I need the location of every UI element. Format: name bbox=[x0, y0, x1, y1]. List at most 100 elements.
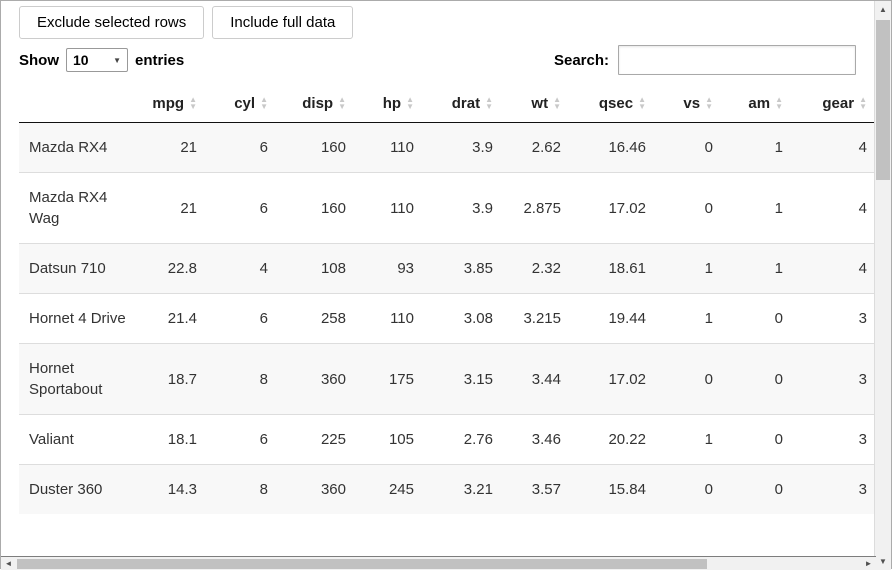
table-cell: 1 bbox=[723, 172, 793, 244]
table-cell: 1 bbox=[656, 293, 723, 344]
table-row[interactable]: Hornet 4 Drive 21.4 6 258 110 3.08 3.215 19.44 1… bbox=[19, 293, 876, 344]
column-header-gear[interactable]: gear ▲ ▼ bbox=[793, 85, 876, 123]
page-length-control: Show 10 ▼ entries bbox=[19, 48, 184, 72]
page-length-select[interactable]: 10 ▼ bbox=[66, 48, 128, 72]
column-header-qsec[interactable]: qsec ▲ ▼ bbox=[571, 85, 656, 123]
table-row[interactable]: Hornet Sportabout 18.7 8 360 175 3.15 3.44 17.0… bbox=[19, 343, 876, 415]
table-cell: 18.7 bbox=[139, 343, 207, 415]
search-control: Search: bbox=[554, 45, 856, 75]
horizontal-scrollbar-thumb[interactable] bbox=[17, 559, 707, 569]
button-toolbar: Exclude selected rows Include full data bbox=[19, 6, 876, 39]
exclude-selected-rows-button[interactable]: Exclude selected rows bbox=[19, 6, 205, 39]
column-header-cyl[interactable]: cyl ▲ ▼ bbox=[207, 85, 278, 123]
column-header-hp[interactable]: hp ▲ ▼ bbox=[356, 85, 424, 123]
row-name-cell: Mazda RX4 bbox=[19, 122, 139, 173]
table-cell: 6 bbox=[207, 172, 278, 244]
table-cell: 160 bbox=[278, 122, 356, 173]
table-cell: 3 bbox=[793, 464, 876, 514]
table-cell: 3.21 bbox=[424, 464, 503, 514]
table-cell: 160 bbox=[278, 172, 356, 244]
table-cell: 3.46 bbox=[503, 414, 571, 465]
table-cell: 6 bbox=[207, 293, 278, 344]
main-content: Exclude selected rows Include full data … bbox=[1, 1, 876, 556]
table-cell: 3.85 bbox=[424, 243, 503, 294]
table-cell: 20.22 bbox=[571, 414, 656, 465]
column-header-drat[interactable]: drat ▲ ▼ bbox=[424, 85, 503, 123]
table-cell: 3.9 bbox=[424, 122, 503, 173]
column-header-disp[interactable]: disp ▲ ▼ bbox=[278, 85, 356, 123]
column-label: am bbox=[748, 95, 771, 112]
table-cell: 6 bbox=[207, 122, 278, 173]
row-name-cell: Datsun 710 bbox=[19, 243, 139, 294]
column-label: mpg bbox=[152, 95, 185, 112]
vertical-scrollbar[interactable]: ▲ ▼ bbox=[874, 1, 891, 570]
row-name-cell: Mazda RX4 Wag bbox=[19, 172, 139, 244]
column-label: hp bbox=[382, 95, 402, 112]
table-cell: 0 bbox=[656, 122, 723, 173]
search-label: Search: bbox=[553, 51, 609, 69]
vertical-scrollbar-thumb[interactable] bbox=[876, 20, 890, 180]
sort-icon: ▲ ▼ bbox=[485, 94, 493, 111]
table-cell: 0 bbox=[723, 343, 793, 415]
table-cell: 3 bbox=[793, 343, 876, 415]
scroll-up-icon[interactable]: ▲ bbox=[879, 5, 887, 14]
table-cell: 4 bbox=[793, 172, 876, 244]
table-row[interactable]: Valiant 18.1 6 225 105 2.76 3.46 20.22 1 0 3 bbox=[19, 414, 876, 465]
sort-icon: ▲ ▼ bbox=[859, 94, 867, 111]
column-label: disp bbox=[302, 95, 334, 112]
sort-icon: ▲ ▼ bbox=[338, 94, 346, 111]
table-cell: 3 bbox=[793, 414, 876, 465]
table-cell: 3.44 bbox=[503, 343, 571, 415]
table-row[interactable]: Datsun 710 22.8 4 108 93 3.85 2.32 18.61 1 1 4 bbox=[19, 243, 876, 294]
table-cell: 16.46 bbox=[571, 122, 656, 173]
table-cell: 108 bbox=[278, 243, 356, 294]
show-label: Show bbox=[19, 51, 59, 69]
column-label: cyl bbox=[234, 95, 256, 112]
column-label: vs bbox=[683, 95, 701, 112]
sort-icon: ▲ ▼ bbox=[705, 94, 713, 111]
scroll-right-icon[interactable]: ► bbox=[864, 559, 873, 568]
table-cell: 175 bbox=[356, 343, 424, 415]
table-cell: 1 bbox=[656, 414, 723, 465]
table-cell: 110 bbox=[356, 122, 424, 173]
table-cell: 21 bbox=[139, 172, 207, 244]
table-cell: 93 bbox=[356, 243, 424, 294]
row-name-cell: Hornet Sportabout bbox=[19, 343, 139, 415]
table-cell: 3.9 bbox=[424, 172, 503, 244]
column-header-wt[interactable]: wt ▲ ▼ bbox=[503, 85, 571, 123]
table-cell: 18.61 bbox=[571, 243, 656, 294]
column-header-rowname[interactable] bbox=[19, 85, 139, 123]
table-cell: 225 bbox=[278, 414, 356, 465]
column-header-am[interactable]: am ▲ ▼ bbox=[723, 85, 793, 123]
scroll-down-icon[interactable]: ▼ bbox=[879, 557, 887, 566]
sort-icon: ▲ ▼ bbox=[406, 94, 414, 111]
scroll-left-icon[interactable]: ◄ bbox=[4, 559, 13, 568]
table-cell: 3.08 bbox=[424, 293, 503, 344]
table-cell: 21.4 bbox=[139, 293, 207, 344]
table-cell: 2.62 bbox=[503, 122, 571, 173]
search-input[interactable] bbox=[618, 45, 856, 75]
table-cell: 0 bbox=[723, 464, 793, 514]
table-cell: 0 bbox=[656, 172, 723, 244]
table-row[interactable]: Duster 360 14.3 8 360 245 3.21 3.57 15.84 0 0 3 bbox=[19, 464, 876, 514]
table-cell: 3.57 bbox=[503, 464, 571, 514]
column-label: drat bbox=[451, 95, 481, 112]
column-header-vs[interactable]: vs ▲ ▼ bbox=[656, 85, 723, 123]
horizontal-scrollbar[interactable]: ◄ ► bbox=[1, 556, 876, 570]
table-cell: 3.215 bbox=[503, 293, 571, 344]
table-cell: 245 bbox=[356, 464, 424, 514]
table-cell: 22.8 bbox=[139, 243, 207, 294]
include-full-data-button[interactable]: Include full data bbox=[212, 6, 354, 39]
sort-icon: ▲ ▼ bbox=[189, 94, 197, 111]
table-cell: 1 bbox=[656, 243, 723, 294]
table-cell: 4 bbox=[793, 122, 876, 173]
table-row[interactable]: Mazda RX4 Wag 21 6 160 110 3.9 2.875 17.02 0 1 4 bbox=[19, 172, 876, 244]
table-row[interactable]: Mazda RX4 21 6 160 110 3.9 2.62 16.46 0 1 4 bbox=[19, 122, 876, 173]
table-cell: 1 bbox=[723, 122, 793, 173]
table-cell: 14.3 bbox=[139, 464, 207, 514]
column-label: qsec bbox=[598, 95, 634, 112]
column-header-mpg[interactable]: mpg ▲ ▼ bbox=[139, 85, 207, 123]
table-cell: 4 bbox=[793, 243, 876, 294]
table-cell: 21 bbox=[139, 122, 207, 173]
table-cell: 0 bbox=[723, 293, 793, 344]
